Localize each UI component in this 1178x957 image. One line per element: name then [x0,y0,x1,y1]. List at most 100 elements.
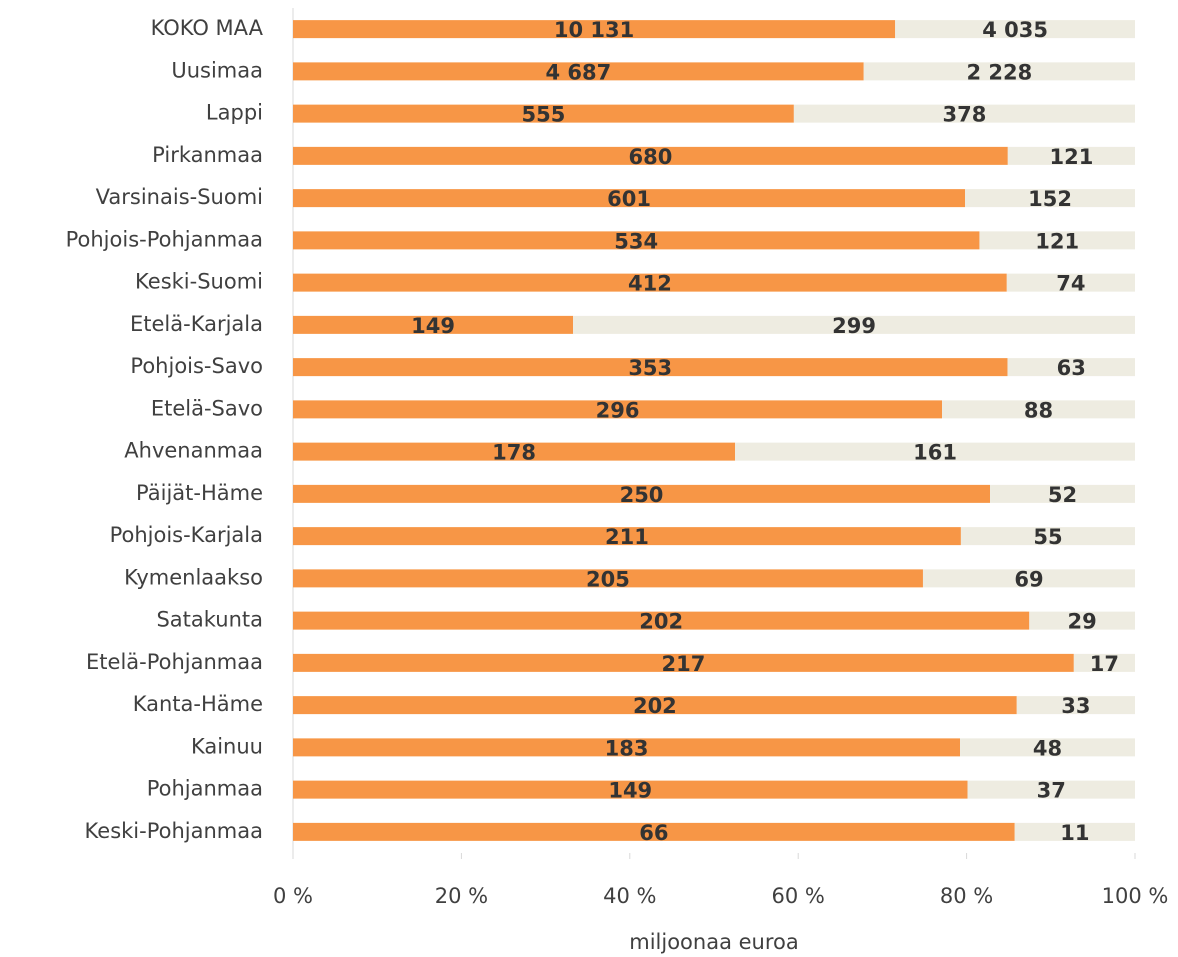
bar-segment [293,62,864,81]
bar-segment [960,527,1135,546]
data-label: 680 [628,145,672,169]
bar-segment [1007,146,1135,165]
y-tick-label: Kymenlaakso [124,565,263,589]
bar-segment [960,738,1135,757]
y-tick-label: Pohjois-Pohjanmaa [66,227,263,251]
data-label: 11 [1060,821,1089,845]
y-tick-label: Päijät-Häme [136,481,263,505]
bar-segment [293,738,961,757]
data-label: 149 [608,779,652,803]
bar-segment [293,527,961,546]
data-label: 88 [1024,398,1053,422]
data-label: 205 [586,567,630,591]
bar-segment [573,315,1135,334]
x-tick-label: 60 % [772,884,825,908]
data-label: 66 [639,821,668,845]
data-label: 161 [913,441,957,465]
bar-segment [1073,653,1135,672]
data-label: 202 [633,694,677,718]
x-axis-label: miljoonaa euroa [629,930,799,954]
bar-segment [895,20,1135,39]
data-label: 412 [628,272,672,296]
y-tick-label: Etelä-Pohjanmaa [86,650,263,674]
y-tick-label: Keski-Suomi [135,270,263,294]
y-tick-label: Kanta-Häme [133,692,263,716]
bar-segment [293,696,1017,715]
data-label: 378 [943,103,987,127]
data-label: 534 [614,229,658,253]
bar-segment [293,273,1007,292]
data-label: 121 [1035,229,1079,253]
y-tick-label: Varsinais-Suomi [96,185,263,209]
bar-segment [1007,358,1135,377]
bar-segment [293,442,736,461]
data-label: 121 [1049,145,1093,169]
bar-segment [990,484,1135,503]
y-tick-label: KOKO MAA [151,16,264,40]
bar-segment [293,146,1008,165]
bar-segment [793,104,1135,123]
bar-segment [967,780,1135,799]
bar-segment [735,442,1135,461]
bar-segment [293,20,896,39]
data-label: 4 035 [982,18,1048,42]
bar-segment [1029,611,1135,630]
data-label: 33 [1061,694,1090,718]
x-tick-label: 0 % [273,884,313,908]
bar-segment [863,62,1135,81]
y-tick-label: Etelä-Karjala [130,312,263,336]
data-label: 296 [596,398,640,422]
data-label: 29 [1068,610,1097,634]
data-label: 55 [1033,525,1062,549]
data-label: 74 [1056,272,1085,296]
bar-segment [293,400,943,419]
data-label: 601 [607,187,651,211]
bar-segment [293,611,1030,630]
x-tick-label: 100 % [1102,884,1169,908]
y-tick-label: Pohjanmaa [147,777,263,801]
data-label: 52 [1048,483,1077,507]
y-tick-label: Pohjois-Savo [130,354,263,378]
x-tick-label: 20 % [435,884,488,908]
y-tick-label: Keski-Pohjanmaa [85,819,263,843]
bar-segment [293,315,574,334]
y-tick-label: Kainuu [191,734,263,758]
bar-segment [293,653,1074,672]
data-label: 37 [1037,779,1066,803]
data-label: 63 [1057,356,1086,380]
x-tick-label: 40 % [603,884,656,908]
data-label: 10 131 [554,18,634,42]
data-label: 178 [492,441,536,465]
data-label: 152 [1028,187,1072,211]
bar-segment [979,231,1135,250]
data-label: 211 [605,525,649,549]
bar-segment [293,231,980,250]
bar-segment [293,358,1008,377]
y-tick-label: Ahvenanmaa [124,439,263,463]
bar-segment [293,484,991,503]
data-label: 555 [522,103,566,127]
bar-segment [293,822,1015,841]
data-label: 17 [1090,652,1119,676]
y-tick-label: Etelä-Savo [151,396,263,420]
data-label: 217 [661,652,705,676]
bar-segment [293,780,968,799]
data-label: 69 [1014,567,1043,591]
y-tick-label: Satakunta [156,608,263,632]
bar-segment [1006,273,1135,292]
y-tick-label: Lappi [206,101,263,125]
bar-segment [293,189,966,208]
x-tick-label: 80 % [940,884,993,908]
data-label: 183 [605,736,649,760]
data-label: 299 [832,314,876,338]
data-label: 4 687 [545,60,611,84]
data-label: 250 [620,483,664,507]
bar-segment [293,104,794,123]
y-tick-label: Pohjois-Karjala [110,523,263,547]
bar-segment [293,569,923,588]
data-label: 202 [639,610,683,634]
bar-segment [1016,696,1135,715]
data-label: 2 228 [966,60,1032,84]
data-label: 149 [411,314,455,338]
